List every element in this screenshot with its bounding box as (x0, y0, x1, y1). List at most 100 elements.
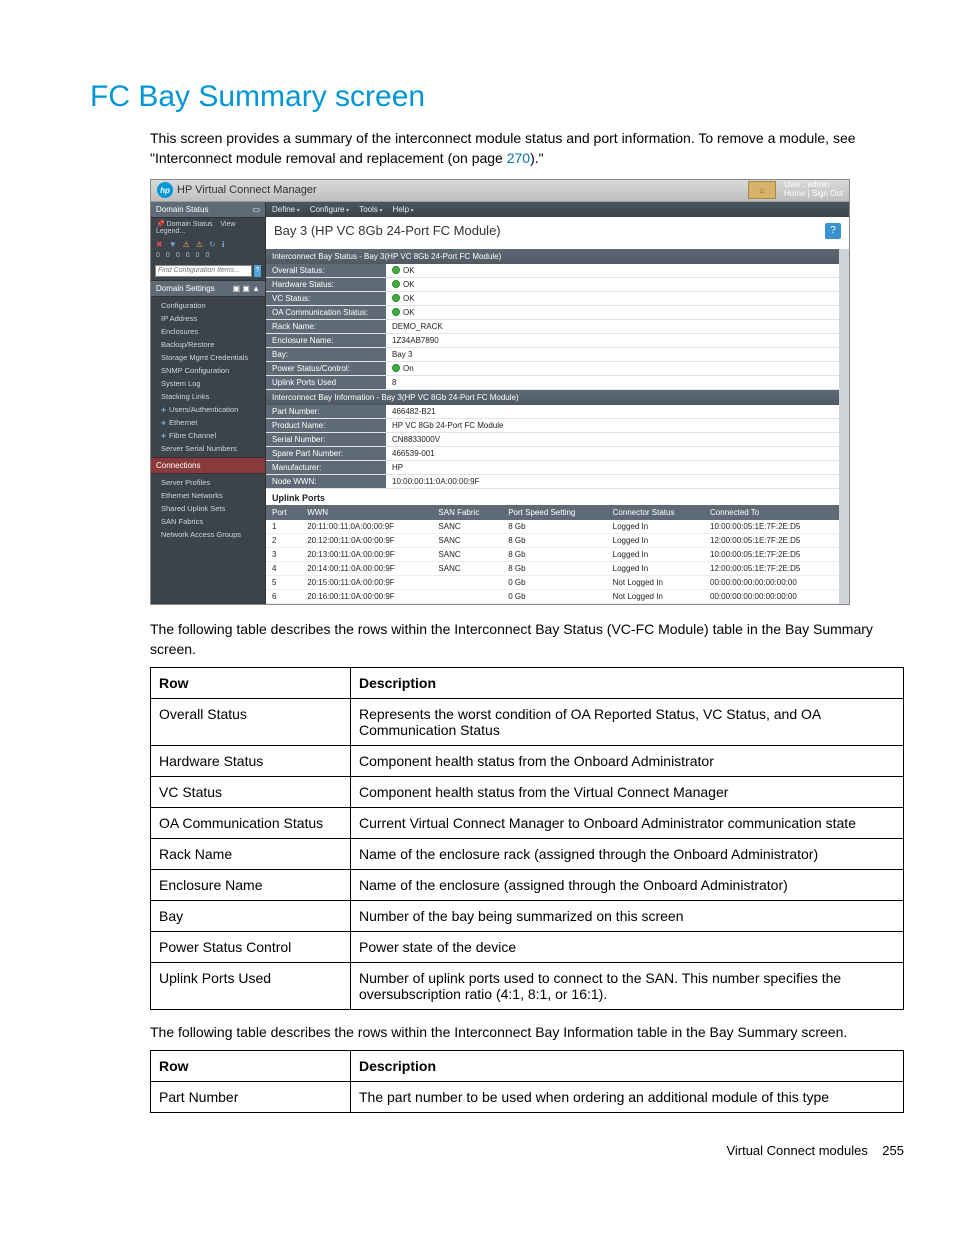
kv-key: OA Communication Status: (266, 305, 386, 319)
table-cell: 6 (266, 589, 301, 603)
sidebar-item-ip-address[interactable]: IP Address (151, 312, 265, 325)
table-cell: Rack Name (151, 839, 351, 870)
kv-key: Overall Status: (266, 264, 386, 278)
ok-status-icon (392, 266, 400, 274)
sidebar-item-san-fabrics[interactable]: SAN Fabrics (151, 515, 265, 528)
section-controls-icon[interactable]: ▣ ▣ ▲ (233, 284, 260, 293)
table-cell: Name of the enclosure (assigned through … (351, 870, 904, 901)
uplink-header: Connected To (704, 505, 839, 520)
menu-help[interactable]: Help (393, 205, 414, 214)
status-panel-head: Interconnect Bay Status - Bay 3(HP VC 8G… (266, 249, 839, 264)
info-panel-head: Interconnect Bay Information - Bay 3(HP … (266, 390, 839, 405)
find-input[interactable] (155, 265, 252, 277)
page-footer: Virtual Connect modules 255 (50, 1143, 904, 1158)
table-cell: 20:16:00:11:0A:00:00:9F (301, 589, 432, 603)
ok-status-icon (392, 308, 400, 316)
table-cell: Number of uplink ports used to connect t… (351, 963, 904, 1010)
kv-key: Part Number: (266, 405, 386, 419)
sidebar-item-system-log[interactable]: System Log (151, 377, 265, 390)
settings-items: ConfigurationIP AddressEnclosuresBackup/… (151, 297, 265, 457)
table-cell: 4 (266, 561, 301, 575)
table-cell: Current Virtual Connect Manager to Onboa… (351, 808, 904, 839)
kv-value: Bay 3 (386, 347, 839, 361)
menu-configure[interactable]: Configure (310, 205, 349, 214)
count-0: 0 (156, 252, 160, 259)
table-cell: 10:00:00:05:1E:7F:2E:D5 (704, 520, 839, 534)
kv-key: Node WWN: (266, 474, 386, 488)
sidebar-item-storage-mgmt-credentials[interactable]: Storage Mgmt Credentials (151, 351, 265, 364)
kv-value: On (386, 361, 839, 375)
uplink-header: Port Speed Setting (502, 505, 606, 520)
bay-title-bar: Bay 3 (HP VC 8Gb 24-Port FC Module) ? (266, 217, 849, 249)
uplink-header: WWN (301, 505, 432, 520)
kv-value: OK (386, 277, 839, 291)
hp-logo-icon: hp (157, 182, 173, 198)
user-line2[interactable]: Home | Sign Out (784, 190, 843, 199)
intro-page-link[interactable]: 270 (507, 150, 530, 166)
table-row: 620:16:00:11:0A:00:00:9F0 GbNot Logged I… (266, 589, 839, 603)
table-cell: Uplink Ports Used (151, 963, 351, 1010)
count-4: 0 (196, 252, 200, 259)
footer-page-number: 255 (882, 1143, 904, 1158)
table-cell: 8 Gb (502, 533, 606, 547)
status-warn2-icon: ⚠ (196, 240, 203, 249)
sidebar-item-ethernet-networks[interactable]: Ethernet Networks (151, 489, 265, 502)
table-cell: Enclosure Name (151, 870, 351, 901)
home-icon[interactable]: ⌂ (748, 181, 776, 199)
table-cell: 10:00:00:05:1E:7F:2E:D5 (704, 547, 839, 561)
sidebar-item-users-authentication[interactable]: Users/Authentication (151, 403, 265, 416)
find-help-icon[interactable]: ? (254, 265, 261, 277)
count-1: 0 (166, 252, 170, 259)
sidebar-item-network-access-groups[interactable]: Network Access Groups (151, 528, 265, 541)
sidebar-item-backup-restore[interactable]: Backup/Restore (151, 338, 265, 351)
menubar: Define Configure Tools Help (266, 202, 849, 217)
table-cell: Logged In (607, 520, 704, 534)
table-row: 220:12:00:11:0A:00:00:9FSANC8 GbLogged I… (266, 533, 839, 547)
table-cell: Power state of the device (351, 932, 904, 963)
kv-value: HP (386, 460, 839, 474)
sidebar-item-fibre-channel[interactable]: Fibre Channel (151, 429, 265, 442)
sidebar-item-stacking-links[interactable]: Stacking Links (151, 390, 265, 403)
table-cell: SANC (432, 547, 502, 561)
table-cell: 20:12:00:11:0A:00:00:9F (301, 533, 432, 547)
status-table-intro: The following table describes the rows w… (150, 619, 904, 660)
table-cell: Part Number (151, 1082, 351, 1113)
table-row: 520:15:00:11:0A:00:00:9F0 GbNot Logged I… (266, 575, 839, 589)
uplink-ports-table: PortWWNSAN FabricPort Speed SettingConne… (266, 505, 839, 604)
sidebar-item-snmp-configuration[interactable]: SNMP Configuration (151, 364, 265, 377)
domain-status-subrow: 📌 Domain Status View Legend... (151, 218, 265, 237)
table-row: Uplink Ports UsedNumber of uplink ports … (151, 963, 904, 1010)
user-info: User : admin Home | Sign Out (780, 181, 843, 199)
status-filter-icon: ▼ (169, 240, 177, 249)
table-cell: 00:00:00:00:00:00:00:00 (704, 589, 839, 603)
status-warn1-icon: ⚠ (183, 240, 190, 249)
scrollbar[interactable] (839, 249, 849, 604)
sidebar-domain-status-head: Domain Status ▭ (151, 202, 265, 218)
sidebar-item-enclosures[interactable]: Enclosures (151, 325, 265, 338)
help-button[interactable]: ? (825, 223, 841, 239)
sidebar-item-server-profiles[interactable]: Server Profiles (151, 476, 265, 489)
menu-tools[interactable]: Tools (359, 205, 382, 214)
table-cell: 20:14:00:11:0A:00:00:9F (301, 561, 432, 575)
table-row: OA Communication StatusCurrent Virtual C… (151, 808, 904, 839)
table-cell: VC Status (151, 777, 351, 808)
table-cell: Component health status from the Virtual… (351, 777, 904, 808)
kv-value: OK (386, 305, 839, 319)
sidebar-item-shared-uplink-sets[interactable]: Shared Uplink Sets (151, 502, 265, 515)
menu-define[interactable]: Define (272, 205, 300, 214)
sidebar-item-configuration[interactable]: Configuration (151, 299, 265, 312)
table-cell: Logged In (607, 561, 704, 575)
table-cell: 5 (266, 575, 301, 589)
connections-head: Connections (151, 457, 265, 474)
domain-status-label: Domain Status (156, 205, 208, 214)
bay-heading: Bay 3 (HP VC 8Gb 24-Port FC Module) (274, 223, 501, 238)
sidebar-item-server-serial-numbers[interactable]: Server Serial Numbers (151, 442, 265, 455)
desc-header: Row (151, 1051, 351, 1082)
kv-key: Hardware Status: (266, 277, 386, 291)
sidebar-item-ethernet[interactable]: Ethernet (151, 416, 265, 429)
status-info-icon: ℹ (222, 240, 225, 249)
domain-status-link[interactable]: Domain Status (167, 221, 213, 228)
app-topbar: hp HP Virtual Connect Manager ⌂ User : a… (151, 180, 849, 202)
collapse-icon[interactable]: ▭ (252, 205, 260, 214)
info-description-table: RowDescriptionPart NumberThe part number… (150, 1050, 904, 1113)
